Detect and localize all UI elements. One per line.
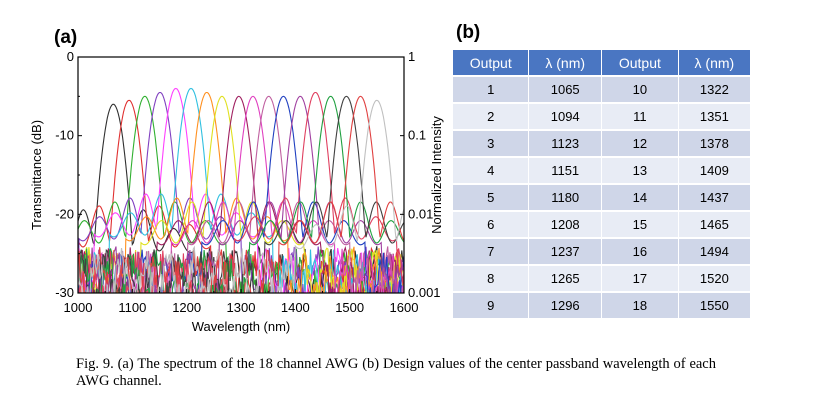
table-cell: 1465 [678, 210, 750, 238]
table-cell: 1437 [678, 183, 750, 211]
table-cell: 15 [601, 210, 679, 238]
table-cell: 1151 [528, 156, 602, 184]
table-cell: 13 [601, 156, 679, 184]
channel-curve-5 [78, 87, 404, 293]
x-tick-label: 1000 [64, 300, 93, 315]
channel-curve-18 [78, 99, 404, 293]
y2-tick-label: 0.001 [408, 285, 441, 300]
table-cell: 12 [601, 129, 679, 157]
table-cell: 16 [601, 237, 679, 265]
y2-tick-label: 0.1 [408, 128, 426, 143]
y-axis-title: Transmittance (dB) [29, 120, 44, 230]
spectrum-chart: 1000 1100 1200 1300 1400 1500 1600 0 -10 -20 -30 1 0… [29, 49, 444, 334]
table-cell: 1 [453, 75, 530, 103]
table-cell: 1180 [528, 183, 602, 211]
y2-tick-label: 0.01 [408, 206, 433, 221]
table-cell: 11 [601, 102, 679, 130]
table-cell: 1378 [678, 129, 750, 157]
table-row: 6 1208 15 1465 [453, 210, 750, 238]
table-cell: 1065 [528, 75, 602, 103]
x-axis-title: Wavelength (nm) [192, 319, 291, 334]
table-header-row: Output λ (nm) Output λ (nm) [453, 50, 750, 76]
table-cell: 6 [453, 210, 530, 238]
table-cell: 1409 [678, 156, 750, 184]
y-tick-label: -10 [55, 128, 74, 143]
channel-curve-14 [78, 91, 404, 293]
table-cell: 1265 [528, 264, 602, 292]
y2-tick-label: 1 [408, 49, 415, 64]
table-cell: 10 [601, 75, 679, 103]
awg-wavelength-table: Output λ (nm) Output λ (nm) 1 1065 10 1322 2… [453, 50, 750, 318]
y-tick-label: -20 [55, 206, 74, 221]
table-row: 4 1151 13 1409 [453, 156, 750, 184]
table-cell: 1550 [678, 291, 750, 318]
table-row: 1 1065 10 1322 [453, 75, 750, 103]
table-cell: 1094 [528, 102, 602, 130]
x-tick-label: 1500 [335, 300, 364, 315]
table-cell: 4 [453, 156, 530, 184]
table-row: 8 1265 17 1520 [453, 264, 750, 292]
table-cell: 7 [453, 237, 530, 265]
table-cell: 18 [601, 291, 679, 318]
table-cell: 1494 [678, 237, 750, 265]
axis-ticks: 1000 1100 1200 1300 1400 1500 1600 0 -10 -20 -30 1 0… [55, 49, 440, 315]
table-cell: 1296 [528, 291, 602, 318]
table-cell: 1351 [678, 102, 750, 130]
channel-curve-16 [78, 95, 404, 293]
channel-curve-12 [78, 95, 404, 293]
x-tick-label: 1600 [390, 300, 419, 315]
header-output-1: Output [453, 50, 530, 76]
table-cell: 3 [453, 129, 530, 157]
header-output-2: Output [601, 50, 679, 76]
panel-a-label: (a) [54, 27, 78, 48]
x-tick-label: 1300 [227, 300, 256, 315]
table-row: 9 1296 18 1550 [453, 291, 750, 318]
y-tick-label: 0 [67, 49, 74, 64]
table-row: 2 1094 11 1351 [453, 102, 750, 130]
table-cell: 9 [453, 291, 530, 318]
table-row: 7 1237 16 1494 [453, 237, 750, 265]
table-cell: 8 [453, 264, 530, 292]
table-cell: 1322 [678, 75, 750, 103]
x-tick-label: 1400 [281, 300, 310, 315]
panel-b-label: (b) [456, 22, 481, 43]
table-row: 5 1180 14 1437 [453, 183, 750, 211]
table-cell: 14 [601, 183, 679, 211]
header-lambda-2: λ (nm) [678, 50, 750, 76]
table-row: 3 1123 12 1378 [453, 129, 750, 157]
y-tick-label: -30 [55, 285, 74, 300]
table-cell: 1520 [678, 264, 750, 292]
table-cell: 17 [601, 264, 679, 292]
header-lambda-1: λ (nm) [528, 50, 602, 76]
channel-curve-11 [78, 95, 404, 293]
table-cell: 1237 [528, 237, 602, 265]
spectrum-curves [78, 87, 404, 293]
channel-curve-13 [78, 95, 404, 293]
figure-caption: Fig. 9. (a) The spectrum of the 18 chann… [76, 356, 716, 389]
channel-curve-15 [78, 95, 404, 293]
table-cell: 5 [453, 183, 530, 211]
y2-axis-title: Normalized Intensity [429, 116, 444, 234]
table-cell: 1123 [528, 129, 602, 157]
table-cell: 1208 [528, 210, 602, 238]
x-tick-label: 1200 [172, 300, 201, 315]
table-cell: 2 [453, 102, 530, 130]
x-tick-label: 1100 [118, 300, 146, 315]
